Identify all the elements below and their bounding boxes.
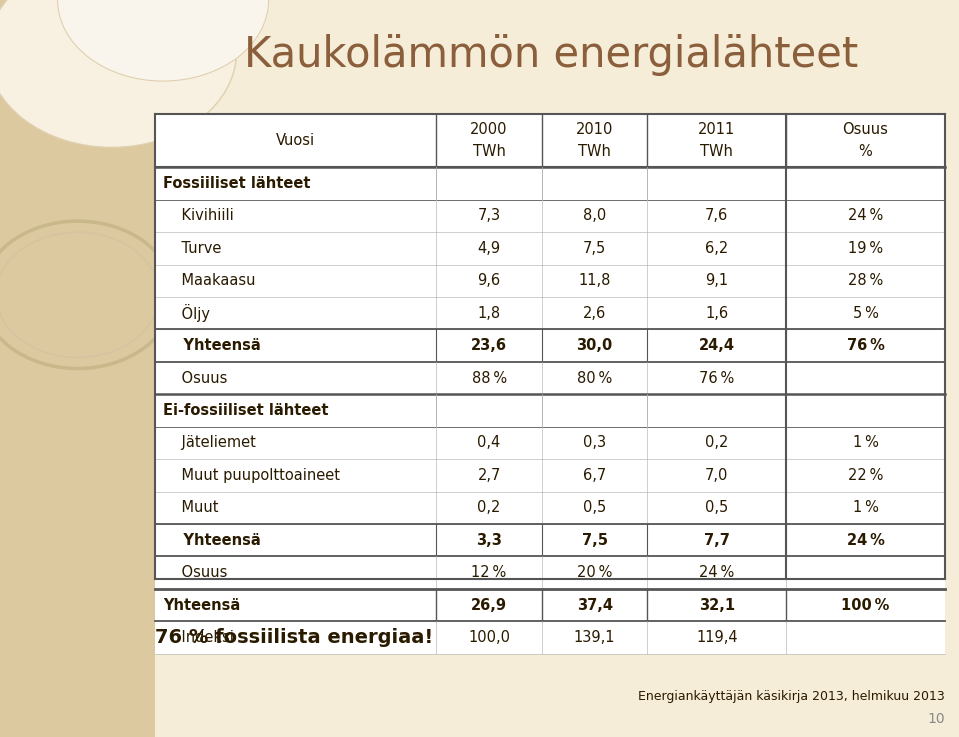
Text: 24,4: 24,4 (699, 338, 735, 353)
Text: 24 %: 24 % (848, 209, 883, 223)
Text: TWh: TWh (578, 144, 611, 159)
Text: 139,1: 139,1 (573, 630, 616, 645)
Text: Osuus: Osuus (163, 565, 227, 580)
Text: Muut puupolttoaineet: Muut puupolttoaineet (163, 468, 340, 483)
Text: TWh: TWh (473, 144, 505, 159)
Text: 3,3: 3,3 (477, 533, 502, 548)
Text: 5 %: 5 % (853, 306, 878, 321)
Text: 7,7: 7,7 (704, 533, 730, 548)
Text: TWh: TWh (700, 144, 734, 159)
Text: Öljy: Öljy (163, 304, 210, 322)
Text: 0,5: 0,5 (705, 500, 729, 515)
Text: Vuosi: Vuosi (276, 133, 316, 148)
Text: 26,9: 26,9 (471, 598, 507, 612)
Text: 76 %: 76 % (699, 371, 735, 385)
Text: 19 %: 19 % (848, 241, 883, 256)
Text: 23,6: 23,6 (471, 338, 507, 353)
Text: Turve: Turve (163, 241, 222, 256)
Text: 88 %: 88 % (472, 371, 506, 385)
Text: Energiankäyttäjän käsikirja 2013, helmikuu 2013: Energiankäyttäjän käsikirja 2013, helmik… (638, 690, 945, 703)
Text: 6,7: 6,7 (583, 468, 606, 483)
Text: 2000: 2000 (470, 122, 508, 136)
Text: Jäteliemet: Jäteliemet (163, 436, 256, 450)
Text: %: % (858, 144, 873, 159)
Text: Osuus: Osuus (843, 122, 888, 136)
Text: 30,0: 30,0 (576, 338, 613, 353)
Text: 1,8: 1,8 (478, 306, 501, 321)
Text: 1 %: 1 % (853, 436, 878, 450)
Text: 2011: 2011 (698, 122, 736, 136)
Text: Kaukolämmön energialähteet: Kaukolämmön energialähteet (245, 35, 858, 76)
Text: 76 %: 76 % (847, 338, 884, 353)
Text: Yhteensä: Yhteensä (163, 338, 261, 353)
Text: 37,4: 37,4 (576, 598, 613, 612)
Text: 4,9: 4,9 (478, 241, 501, 256)
Text: 9,6: 9,6 (478, 273, 501, 288)
Text: 2010: 2010 (576, 122, 613, 136)
Text: 119,4: 119,4 (696, 630, 737, 645)
Text: 80 %: 80 % (577, 371, 612, 385)
Text: 0,2: 0,2 (705, 436, 729, 450)
Text: 32,1: 32,1 (699, 598, 735, 612)
Text: 28 %: 28 % (848, 273, 883, 288)
Text: 7,5: 7,5 (583, 241, 606, 256)
Text: 2,6: 2,6 (583, 306, 606, 321)
Text: 1,6: 1,6 (705, 306, 729, 321)
Text: 76 % fossiilista energiaa!: 76 % fossiilista energiaa! (155, 628, 433, 647)
Text: Muut: Muut (163, 500, 219, 515)
Text: Osuus: Osuus (163, 371, 227, 385)
Text: 0,2: 0,2 (478, 500, 501, 515)
Text: 1 %: 1 % (853, 500, 878, 515)
Text: 100,0: 100,0 (468, 630, 510, 645)
Text: Indeksi: Indeksi (163, 630, 234, 645)
Text: 100 %: 100 % (841, 598, 890, 612)
Text: 7,6: 7,6 (705, 209, 729, 223)
Text: Yhteensä: Yhteensä (163, 598, 241, 612)
Text: 0,5: 0,5 (583, 500, 606, 515)
Text: 0,4: 0,4 (478, 436, 501, 450)
Text: 9,1: 9,1 (705, 273, 729, 288)
Text: Ei-fossiiliset lähteet: Ei-fossiiliset lähteet (163, 403, 329, 418)
Text: 7,0: 7,0 (705, 468, 729, 483)
Text: 7,5: 7,5 (581, 533, 608, 548)
Text: 24 %: 24 % (699, 565, 735, 580)
Text: 8,0: 8,0 (583, 209, 606, 223)
Text: Fossiiliset lähteet: Fossiiliset lähteet (163, 176, 311, 191)
Text: Yhteensä: Yhteensä (163, 533, 261, 548)
Text: 11,8: 11,8 (578, 273, 611, 288)
Text: 12 %: 12 % (472, 565, 506, 580)
Text: 20 %: 20 % (577, 565, 612, 580)
Text: 7,3: 7,3 (478, 209, 501, 223)
Text: 0,3: 0,3 (583, 436, 606, 450)
Text: 24 %: 24 % (847, 533, 884, 548)
Text: Maakaasu: Maakaasu (163, 273, 255, 288)
Text: 6,2: 6,2 (705, 241, 729, 256)
Text: 10: 10 (927, 712, 945, 725)
Text: 22 %: 22 % (848, 468, 883, 483)
Text: 2,7: 2,7 (478, 468, 501, 483)
Text: Kivihiili: Kivihiili (163, 209, 234, 223)
